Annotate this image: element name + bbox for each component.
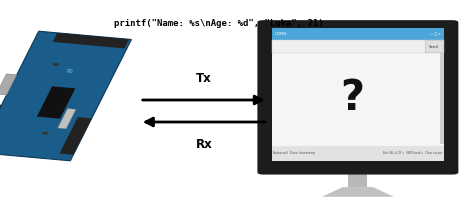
Text: Send: Send	[429, 45, 439, 49]
Circle shape	[42, 132, 49, 135]
Polygon shape	[53, 33, 129, 48]
Bar	[348, 171, 367, 187]
Polygon shape	[322, 187, 394, 197]
Bar	[272, 146, 444, 161]
Polygon shape	[37, 86, 75, 119]
Text: Both NL & CR ∨  9600 baud ∨  Clear output: Both NL & CR ∨ 9600 baud ∨ Clear output	[383, 151, 442, 155]
FancyBboxPatch shape	[425, 41, 443, 53]
Text: Rx: Rx	[195, 138, 212, 150]
Polygon shape	[0, 104, 1, 125]
Polygon shape	[0, 74, 17, 95]
Text: ?: ?	[341, 77, 365, 119]
Circle shape	[53, 63, 59, 66]
Polygon shape	[58, 109, 76, 129]
FancyBboxPatch shape	[257, 20, 458, 175]
Text: Tx: Tx	[196, 72, 212, 84]
Text: COM4: COM4	[275, 32, 287, 36]
Bar	[440, 53, 444, 144]
Text: printf("Name: %s\nAge: %d", "Luka", 21): printf("Name: %s\nAge: %d", "Luka", 21)	[114, 20, 323, 28]
Bar	[272, 28, 444, 40]
Bar	[272, 28, 444, 161]
Polygon shape	[0, 31, 131, 161]
Text: ∞: ∞	[64, 65, 75, 76]
Polygon shape	[59, 117, 91, 155]
Text: Autoscroll  Show timestamp: Autoscroll Show timestamp	[273, 151, 316, 155]
Bar	[272, 40, 444, 53]
Text: — ⬜ ✕: — ⬜ ✕	[429, 32, 440, 36]
